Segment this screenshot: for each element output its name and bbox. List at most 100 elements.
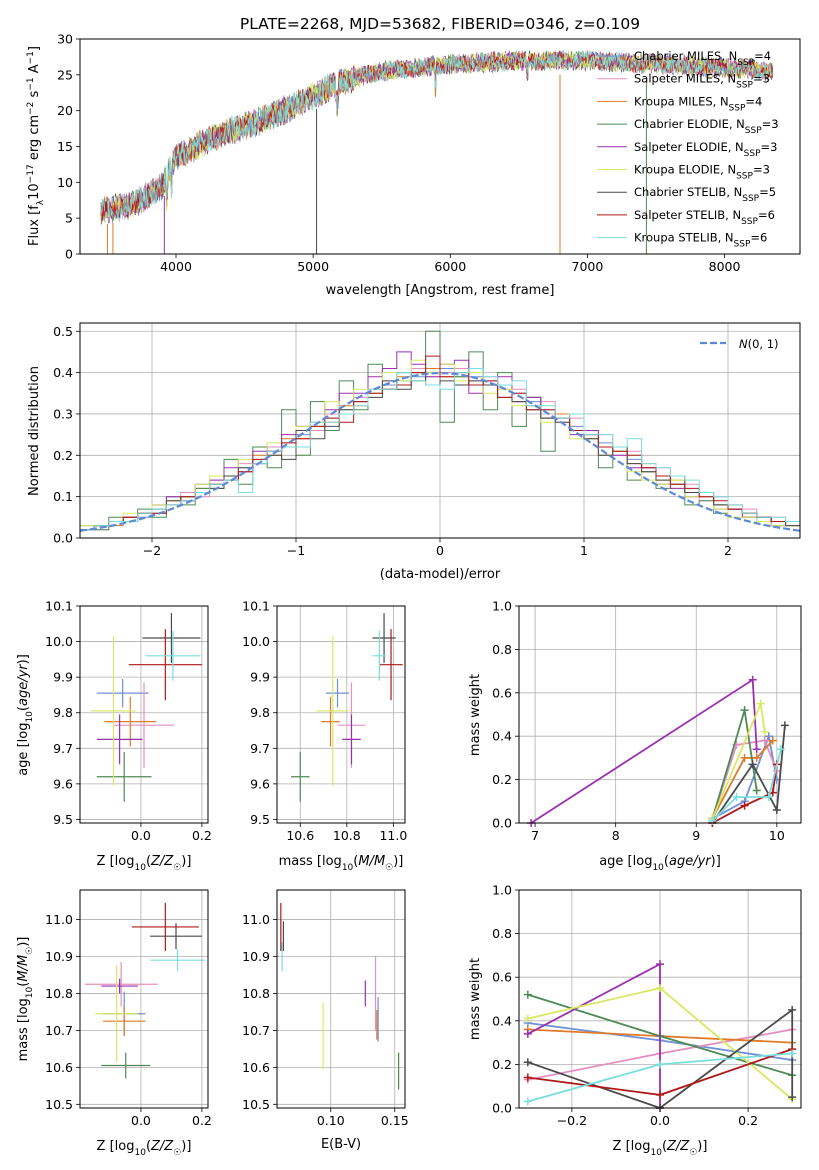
- y-tick-label: 0.4: [53, 365, 73, 380]
- y-tick-label: 10.9: [242, 949, 270, 964]
- y-tick-label: 10.0: [45, 634, 73, 649]
- y-tick-label: 0.1: [53, 489, 73, 504]
- y-tick-label: 9.7: [53, 741, 73, 756]
- y-tick-label: 25: [57, 67, 73, 82]
- spectrum-line: [100, 50, 773, 224]
- series-marker: [740, 801, 749, 810]
- y-tick-label: 11.0: [45, 912, 73, 927]
- x-tick-label: 0: [436, 543, 444, 558]
- series-marker: [756, 699, 765, 708]
- legend-label: Kroupa ELODIE, NSSP=3: [634, 163, 770, 182]
- y-axis-label: mass weight: [468, 674, 483, 756]
- y-tick-label: 20: [57, 103, 73, 118]
- y-tick-label: 0.4: [492, 1013, 512, 1028]
- series-marker: [760, 736, 769, 745]
- x-tick-label: 11.0: [379, 828, 407, 843]
- legend-label: Kroupa STELIB, NSSP=6: [634, 231, 767, 250]
- x-tick-label: 0.10: [317, 1113, 345, 1128]
- panel-z-mass: 0.0 0.2 10.5 10.6 10.7 10.8 10.9 11.0 Z [log10(Z…: [16, 889, 212, 1158]
- x-axis-label: mass [log10(M/M☉)]: [279, 854, 404, 873]
- series-marker: [752, 753, 761, 762]
- legend-label: Salpeter STELIB, NSSP=6: [634, 208, 775, 227]
- y-tick-label: 15: [57, 139, 73, 154]
- series-marker: [523, 1073, 532, 1082]
- series-marker: [788, 1005, 797, 1014]
- z-mass-axes: [79, 889, 209, 1109]
- x-axis-label: (data-model)/error: [380, 567, 501, 582]
- series-line: [711, 732, 778, 820]
- x-tick-label: 1: [580, 543, 588, 558]
- series-line: [711, 725, 786, 824]
- y-tick-label: 10.5: [45, 1097, 73, 1112]
- x-tick-label: 5000: [297, 259, 329, 274]
- series-marker: [752, 786, 761, 795]
- x-axis-label: age [log10(age/yr)]: [599, 854, 721, 873]
- x-axis-label: Z [log10(Z/Z☉)]: [97, 1139, 192, 1158]
- x-tick-label: 0.15: [381, 1113, 409, 1128]
- x-tick-label: 10.6: [286, 828, 314, 843]
- x-tick-label: 0.0: [650, 1113, 670, 1128]
- x-tick-label: 8: [612, 828, 620, 843]
- series-marker: [523, 990, 532, 999]
- y-tick-label: 10.1: [45, 599, 73, 614]
- series-marker: [764, 792, 773, 801]
- series-line: [530, 678, 758, 824]
- series-marker: [656, 1060, 664, 1069]
- y-tick-label: 1.0: [492, 883, 512, 898]
- y-tick-label: 9.7: [250, 741, 270, 756]
- series-marker: [523, 1029, 532, 1038]
- series-line: [711, 764, 778, 824]
- x-tick-label: 6000: [434, 259, 466, 274]
- x-axis-label: E(B-V): [321, 1137, 361, 1152]
- series-marker: [523, 1058, 532, 1067]
- age-weight-axes: [518, 605, 802, 824]
- series-marker: [764, 732, 773, 741]
- figure-title: PLATE=2268, MJD=53682, FIBERID=0346, z=0…: [240, 15, 640, 33]
- y-tick-label: 9.6: [53, 776, 73, 791]
- series-line: [711, 739, 778, 819]
- y-axis-label: mass weight: [468, 958, 483, 1040]
- legend-label: N(0, 1): [739, 337, 779, 351]
- x-tick-label: 2: [724, 543, 732, 558]
- y-tick-label: 10.1: [242, 599, 270, 614]
- x-tick-label: 0.2: [192, 1113, 212, 1128]
- x-tick-label: 10: [769, 828, 785, 843]
- x-tick-label: 4000: [160, 259, 192, 274]
- y-tick-label: 0.0: [492, 1101, 512, 1116]
- series-marker: [732, 792, 741, 801]
- y-tick-label: 10.7: [242, 1023, 270, 1038]
- y-tick-label: 0.2: [492, 1057, 512, 1072]
- legend-label: Salpeter ELODIE, NSSP=3: [634, 140, 777, 159]
- y-axis-label: age [log10(age/yr)]: [16, 654, 35, 776]
- y-tick-label: 0.4: [492, 729, 512, 744]
- x-tick-label: 10.8: [333, 828, 361, 843]
- normal-curve: [79, 371, 801, 532]
- z-age-axes: [79, 605, 209, 824]
- y-tick-label: 10.5: [242, 1097, 270, 1112]
- panel-mass-age: 10.6 10.8 11.0 9.5 9.6 9.7 9.8 9.9 10.0 10.1 mass …: [242, 599, 407, 874]
- x-tick-label: 0.2: [738, 1113, 758, 1128]
- y-tick-label: 0.5: [53, 324, 73, 339]
- legend-label: Chabrier MILES, NSSP=4: [634, 49, 771, 68]
- legend-label: Kroupa MILES, NSSP=4: [634, 94, 762, 113]
- y-axis-label: Flux [fλ10−17 erg cm−2 s−1 A−1]: [26, 46, 46, 246]
- mass-age-axes: [276, 605, 406, 824]
- x-tick-label: 9: [692, 828, 700, 843]
- y-tick-label: 10.8: [45, 986, 73, 1001]
- x-tick-label: 8000: [709, 259, 741, 274]
- x-tick-label: 7: [531, 828, 539, 843]
- x-axis-label: Z [log10(Z/Z☉)]: [97, 854, 192, 873]
- x-axis-label: Z [log10(Z/Z☉)]: [613, 1139, 708, 1158]
- y-tick-label: 10.6: [242, 1060, 270, 1075]
- series-marker: [656, 1090, 664, 1099]
- y-tick-label: 5: [65, 211, 73, 226]
- series-marker: [780, 721, 789, 730]
- x-tick-label: 0.0: [131, 828, 151, 843]
- y-tick-label: 10.8: [242, 986, 270, 1001]
- y-tick-label: 9.5: [250, 812, 270, 827]
- series-marker: [523, 1097, 532, 1106]
- series-marker: [656, 960, 664, 969]
- x-tick-label: 7000: [572, 259, 604, 274]
- legend-label: Salpeter MILES, NSSP=3: [634, 72, 770, 91]
